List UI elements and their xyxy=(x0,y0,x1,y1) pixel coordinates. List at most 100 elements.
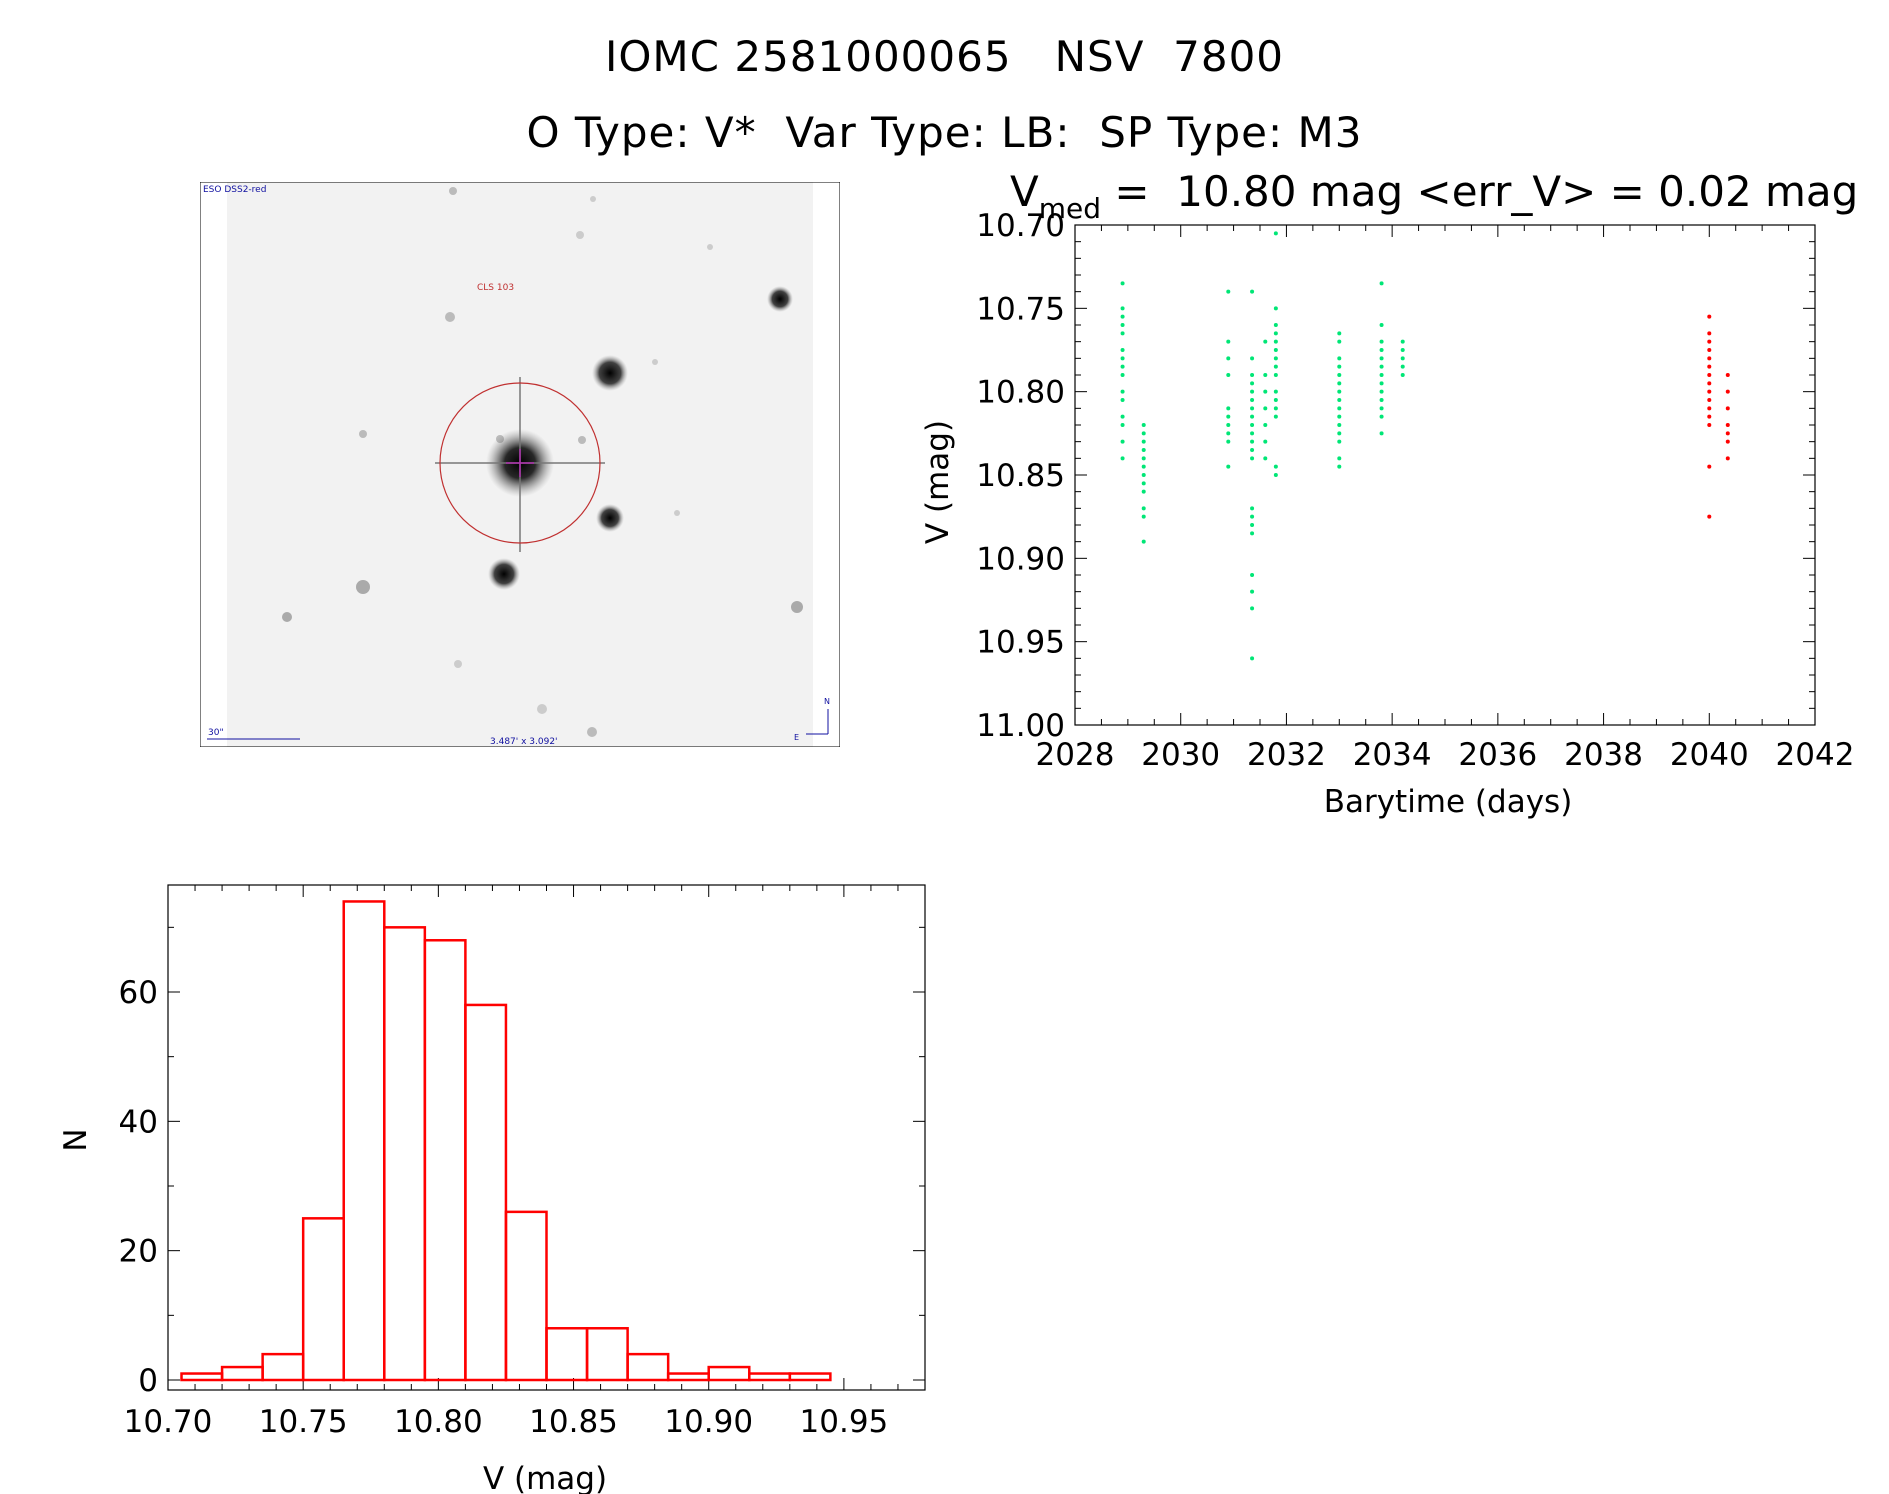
light-curve-point xyxy=(1725,439,1730,444)
histogram-xtick-label: 10.80 xyxy=(394,1404,483,1440)
histogram-axes: 10.70 10.75 10.80 10.85 10.90 10.95 0 20 40 60 xyxy=(119,884,926,1440)
figure-title-star-id: IOMC 2581000065 NSV 7800 xyxy=(604,32,1285,81)
histogram-bar xyxy=(220,1365,264,1382)
light-curve-point xyxy=(1226,414,1231,419)
histogram-bar xyxy=(585,1327,629,1382)
light-curve-point xyxy=(1263,373,1268,377)
light-curve-title-rest: = 10.80 mag <err_V> = 0.02 mag xyxy=(1101,167,1858,216)
light-curve-points xyxy=(1120,231,1730,661)
light-curve-point xyxy=(1273,339,1278,344)
light-curve-point xyxy=(1250,523,1255,527)
histogram-bar xyxy=(301,1217,345,1382)
light-curve-ytick-label: 10.70 xyxy=(976,208,1065,244)
light-curve-point xyxy=(1250,656,1255,661)
light-curve-point xyxy=(1250,456,1255,461)
light-curve-point xyxy=(1250,381,1255,386)
histogram-bar xyxy=(748,1372,792,1382)
histogram-bar xyxy=(666,1372,710,1382)
light-curve-point xyxy=(1263,406,1268,411)
light-curve-ytick-label: 10.85 xyxy=(976,458,1065,494)
light-curve-point xyxy=(1273,348,1278,352)
light-curve-point xyxy=(1273,331,1278,336)
histogram-bar xyxy=(626,1352,670,1382)
finder-chart-svg: ESO DSS2-red CLS 103 30" 3.487' x 3.092'… xyxy=(199,181,841,772)
histogram-bar xyxy=(707,1365,751,1382)
light-curve-point xyxy=(1226,339,1231,344)
light-curve-frame xyxy=(1074,224,1816,726)
light-curve-point xyxy=(1379,323,1384,327)
light-curve-point xyxy=(1263,389,1268,394)
light-curve-point xyxy=(1707,514,1712,519)
histogram-bar xyxy=(180,1372,224,1382)
light-curve-point xyxy=(1725,431,1730,436)
light-curve-point xyxy=(1141,439,1146,444)
light-curve-point xyxy=(1120,389,1125,394)
light-curve-point xyxy=(1273,406,1278,411)
light-curve-point xyxy=(1141,448,1146,452)
light-curve-point xyxy=(1250,414,1255,419)
light-curve-point xyxy=(1707,381,1712,386)
target-star xyxy=(435,377,605,552)
light-curve-point xyxy=(1273,364,1278,369)
light-curve-ytick-label: 10.80 xyxy=(976,375,1065,411)
light-curve-point xyxy=(1226,406,1231,411)
light-curve-title-prefix: V xyxy=(1010,167,1039,216)
light-curve-point xyxy=(1400,373,1405,377)
light-curve-ytick-label: 10.75 xyxy=(976,291,1065,327)
light-curve-point xyxy=(1141,431,1146,436)
light-curve-xtick-label: 2032 xyxy=(1247,737,1326,773)
histogram-bar xyxy=(383,926,427,1382)
light-curve-point xyxy=(1120,439,1125,444)
light-curve-point xyxy=(1725,423,1730,427)
histogram-xtick-label: 10.85 xyxy=(529,1404,618,1440)
object-label: CLS 103 xyxy=(477,283,514,293)
light-curve-point xyxy=(1707,339,1712,344)
light-curve-point xyxy=(1337,431,1342,436)
light-curve-point xyxy=(1273,356,1278,361)
light-curve-point xyxy=(1120,314,1125,319)
light-curve-point xyxy=(1263,339,1268,344)
figure-subtitle-types: O Type: V* Var Type: LB: SP Type: M3 xyxy=(526,108,1363,157)
light-curve-point xyxy=(1707,414,1712,419)
light-curve-point xyxy=(1120,414,1125,419)
light-curve-point xyxy=(1379,281,1384,286)
light-curve-point xyxy=(1707,331,1712,336)
light-curve-point xyxy=(1250,506,1255,511)
light-curve-point xyxy=(1400,356,1405,361)
light-curve-point xyxy=(1273,464,1278,469)
fov-label: 3.487' x 3.092' xyxy=(490,737,558,747)
light-curve-point xyxy=(1120,456,1125,461)
light-curve-point xyxy=(1707,464,1712,469)
light-curve-point xyxy=(1120,364,1125,369)
light-curve-point xyxy=(1273,373,1278,377)
light-curve-point xyxy=(1250,289,1255,294)
histogram-ytick-label: 20 xyxy=(119,1234,158,1270)
light-curve-point xyxy=(1400,348,1405,352)
light-curve-xtick-label: 2042 xyxy=(1776,737,1855,773)
light-curve-point xyxy=(1141,464,1146,469)
light-curve-point xyxy=(1226,356,1231,361)
survey-label: ESO DSS2-red xyxy=(203,185,266,195)
histogram-bar xyxy=(342,900,386,1382)
light-curve-point xyxy=(1707,348,1712,352)
light-curve-point xyxy=(1263,439,1268,444)
light-curve-ytick-label: 11.00 xyxy=(976,708,1065,744)
light-curve-point xyxy=(1337,464,1342,469)
light-curve-point xyxy=(1226,431,1231,436)
light-curve-xlabel: Barytime (days) xyxy=(1324,784,1573,820)
light-curve-point xyxy=(1725,389,1730,394)
light-curve-point xyxy=(1379,373,1384,377)
light-curve-ylabel: V (mag) xyxy=(920,420,956,544)
light-curve-point xyxy=(1337,456,1342,461)
light-curve-point xyxy=(1379,389,1384,394)
light-curve-point xyxy=(1273,398,1278,402)
light-curve-point xyxy=(1707,314,1712,319)
aperture-circle xyxy=(439,382,601,544)
light-curve-point xyxy=(1379,398,1384,402)
light-curve-point xyxy=(1120,331,1125,336)
light-curve-point xyxy=(1141,481,1146,486)
light-curve-point xyxy=(1337,356,1342,361)
light-curve-point xyxy=(1120,356,1125,361)
light-curve-point xyxy=(1707,406,1712,411)
light-curve-point xyxy=(1250,531,1255,536)
